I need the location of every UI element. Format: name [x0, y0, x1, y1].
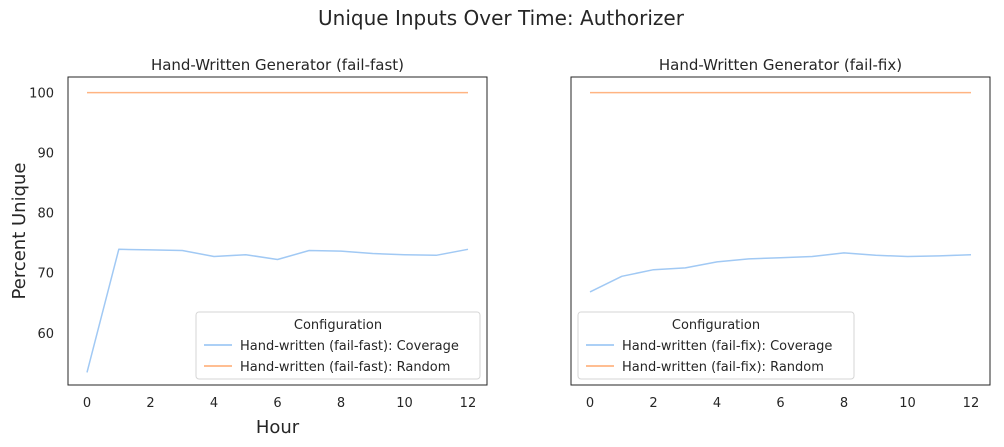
x-tick-label: 8	[337, 396, 345, 411]
legend-title: Configuration	[294, 318, 382, 333]
legend-entry: Hand-written (fail-fast): Random	[240, 360, 450, 375]
subplot-title: Hand-Written Generator (fail-fast)	[151, 56, 404, 74]
x-tick-label: 12	[963, 396, 980, 411]
legend-box	[577, 311, 855, 380]
legend-entry: Hand-written (fail-fix): Random	[622, 360, 824, 375]
x-tick-label: 10	[899, 396, 916, 411]
legend-box	[195, 311, 481, 380]
x-tick-label: 0	[83, 396, 91, 411]
legend-title: Configuration	[672, 318, 760, 333]
y-tick-label: 100	[29, 87, 54, 102]
x-tick-label: 2	[146, 396, 154, 411]
y-tick-label: 90	[37, 147, 54, 162]
y-axis-label: Percent Unique	[9, 163, 30, 300]
x-tick-label: 2	[649, 396, 657, 411]
x-axis-label: Hour	[256, 417, 300, 438]
y-tick-label: 70	[37, 267, 54, 282]
x-tick-label: 4	[210, 396, 218, 411]
series-line-coverage	[589, 252, 972, 293]
series-line-coverage	[86, 248, 469, 373]
plot-frame	[570, 76, 991, 386]
legend-entry: Hand-written (fail-fix): Coverage	[622, 339, 832, 354]
y-tick-label: 60	[37, 327, 54, 342]
figure-title: Unique Inputs Over Time: Authorizer	[318, 6, 685, 30]
legend: Configuration Hand-written (fail-fix): Co…	[577, 311, 855, 380]
plot-frame	[67, 76, 488, 386]
x-tick-label: 6	[273, 396, 281, 411]
x-tick-label: 10	[396, 396, 413, 411]
x-tick-label: 0	[586, 396, 594, 411]
subplot-2: Hand-Written Generator (fail-fix) 0 2 4 6 8 10…	[570, 56, 991, 411]
x-tick-label: 12	[460, 396, 477, 411]
legend: Configuration Hand-written (fail-fast): C…	[195, 311, 481, 380]
subplot-title: Hand-Written Generator (fail-fix)	[659, 56, 902, 74]
subplots: Hand-Written Generator (fail-fast) 0 2 4 6 8 1…	[29, 56, 991, 438]
x-tick-label: 4	[713, 396, 721, 411]
subplot-1: Hand-Written Generator (fail-fast) 0 2 4 6 8 1…	[29, 56, 488, 438]
x-tick-label: 6	[776, 396, 784, 411]
y-tick-label: 80	[37, 207, 54, 222]
legend-entry: Hand-written (fail-fast): Coverage	[240, 339, 459, 354]
x-tick-label: 8	[840, 396, 848, 411]
